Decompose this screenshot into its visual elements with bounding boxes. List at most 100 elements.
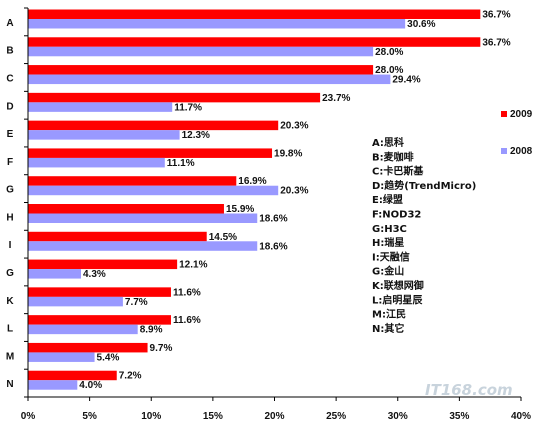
category-label: K (6, 296, 14, 307)
data-label-2009-B: 36.7% (482, 37, 510, 48)
legend-swatch-2009 (501, 111, 507, 117)
legend-swatch-2008 (501, 148, 507, 154)
bar-2008-F (28, 157, 165, 168)
key-entry: L:启明星辰 (372, 293, 422, 306)
data-label-2008-E: 12.3% (182, 130, 210, 141)
data-label-2009-K: 11.6% (173, 287, 201, 298)
data-label-2009-A: 36.7% (482, 10, 510, 21)
key-entry: E:绿盟 (372, 193, 403, 206)
bar-2008-H (28, 213, 258, 223)
key-entry: C:卡巴斯基 (372, 165, 424, 178)
data-label-2009-N: 7.2% (119, 371, 142, 382)
x-tick-label: 10% (141, 411, 161, 422)
key-entry: F:NOD32 (372, 210, 421, 221)
watermark: IT168.com (425, 381, 513, 399)
category-label: L (7, 324, 13, 335)
axes-layer: A B C D E F G H I G K L M N 0% 5% 10% 15% 20% 25% 30% 35% 40% (6, 7, 531, 422)
category-label: D (6, 101, 13, 112)
bar-2009-A (28, 9, 481, 19)
x-tick-label: 5% (82, 411, 97, 422)
legend-label-2009: 2009 (510, 109, 533, 120)
bar-2009-K (28, 287, 171, 297)
bar-2008-L (28, 324, 138, 335)
data-label-2008-C: 29.4% (392, 75, 420, 86)
bar-2008-I (28, 241, 258, 251)
bar-2009-N (28, 370, 117, 381)
data-label-2008-K: 7.7% (125, 297, 148, 308)
bar-2009-H (28, 204, 224, 214)
data-label-2009-G: 16.9% (238, 176, 266, 187)
bar-2009-M (28, 342, 148, 353)
data-label-2009-E: 20.3% (280, 121, 308, 132)
category-label: N (6, 379, 13, 390)
x-tick-label: 25% (326, 411, 346, 422)
data-label-2008-L: 8.9% (140, 325, 163, 336)
bar-2008-D (28, 102, 173, 112)
category-label: G (6, 268, 14, 279)
category-label: B (6, 46, 13, 57)
data-label-2008-I: 18.6% (259, 241, 287, 252)
key-entry: G:H3C (372, 224, 407, 235)
bar-2009-C (28, 65, 374, 75)
data-label-2009-C: 28.0% (375, 65, 403, 76)
bar-2009-L (28, 315, 171, 325)
bar-2008-G (28, 269, 81, 279)
key-entry: M:江民 (372, 308, 406, 321)
legend: 2009 2008 (501, 109, 533, 157)
bar-2009-E (28, 120, 279, 131)
bar-2008-G (28, 185, 279, 196)
data-label-2009-I: 14.5% (209, 232, 237, 243)
data-label-2009-D: 23.7% (322, 93, 350, 104)
bar-2008-B (28, 46, 374, 57)
bar-2008-M (28, 352, 95, 362)
data-label-2009-F: 19.8% (274, 148, 302, 159)
bar-2009-I (28, 231, 207, 242)
bar-2008-C (28, 74, 391, 85)
x-tick-label: 20% (264, 411, 284, 422)
category-label: C (6, 73, 13, 84)
data-label-2008-F: 11.1% (167, 158, 195, 169)
key-entry: B:麦咖啡 (372, 150, 414, 163)
legend-label-2008: 2008 (510, 146, 533, 157)
bars-layer (28, 9, 481, 390)
x-tick-label: 0% (21, 411, 36, 422)
category-label: M (6, 351, 14, 362)
x-tick-label: 15% (203, 411, 223, 422)
category-label: F (7, 157, 13, 168)
x-tick-label: 35% (449, 411, 469, 422)
category-label: A (6, 18, 13, 29)
data-label-2008-B: 28.0% (375, 47, 403, 58)
data-labels-layer: 36.7%30.6%36.7%28.0%28.0%29.4%23.7%11.7%… (79, 10, 510, 392)
data-label-2009-M: 9.7% (150, 343, 173, 354)
data-label-2008-H: 18.6% (259, 214, 287, 225)
data-label-2008-G: 20.3% (280, 186, 308, 197)
key-entry: N:其它 (372, 322, 404, 335)
key-entry: I:天融信 (372, 250, 410, 263)
bar-2009-D (28, 92, 321, 103)
x-tick-label: 30% (388, 411, 408, 422)
bar-2009-G (28, 259, 178, 270)
data-label-2008-G: 4.3% (83, 269, 106, 280)
data-label-2009-H: 15.9% (226, 204, 254, 215)
x-tick-label: 40% (511, 411, 531, 422)
category-label: H (6, 212, 13, 223)
data-label-2008-N: 4.0% (79, 380, 102, 391)
data-label-2008-A: 30.6% (407, 19, 435, 30)
category-label: E (7, 129, 14, 140)
data-label-2009-L: 11.6% (173, 315, 201, 326)
data-label-2009-G: 12.1% (179, 260, 207, 271)
bar-2008-K (28, 296, 123, 307)
key-entry: H:瑞星 (372, 236, 404, 249)
bar-2008-E (28, 130, 180, 140)
key-entry: G:金山 (372, 265, 404, 278)
bar-2008-N (28, 380, 78, 390)
key-entry: K:联想网御 (372, 279, 424, 292)
key-entry: D:趋势(TrendMicro) (372, 179, 476, 192)
category-label: I (9, 240, 12, 251)
bar-2008-A (28, 19, 406, 29)
category-label: G (6, 185, 14, 196)
key-entry: A:思科 (372, 136, 404, 149)
data-label-2008-D: 11.7% (174, 102, 202, 113)
